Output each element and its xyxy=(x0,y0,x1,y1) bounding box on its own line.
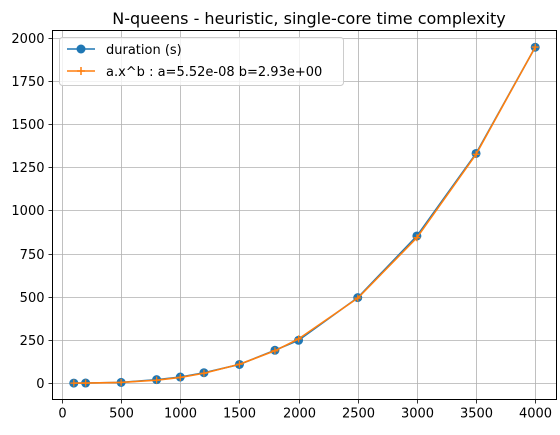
y-tick-label: 1500 xyxy=(11,118,44,133)
legend-marker-duration xyxy=(76,44,86,54)
x-tick-label: 2000 xyxy=(283,407,316,422)
y-tick-label: 1250 xyxy=(11,161,44,176)
legend-label-fit: a.x^b : a=5.52e-08 b=2.93e+00 xyxy=(106,65,322,80)
legend-box xyxy=(59,37,344,86)
fit-point xyxy=(413,234,421,242)
y-tick-label: 2000 xyxy=(11,32,44,47)
fit-point xyxy=(295,335,303,343)
fit-point xyxy=(70,379,78,387)
x-tick-label: 3500 xyxy=(460,407,493,422)
y-tick-label: 1750 xyxy=(11,75,44,90)
x-tick-label: 0 xyxy=(58,407,66,422)
plot-frame xyxy=(52,30,557,400)
y-axis: 0 250 500 750 1000 1250 1500 1750 2000 xyxy=(11,32,53,392)
x-tick-label: 2500 xyxy=(342,407,375,422)
x-tick-label: 1500 xyxy=(223,407,256,422)
fit-point xyxy=(153,376,161,384)
y-tick-label: 250 xyxy=(20,334,45,349)
y-tick-label: 0 xyxy=(36,377,44,392)
legend-label-duration: duration (s) xyxy=(106,43,182,58)
fit-point xyxy=(200,369,208,377)
fit-point xyxy=(354,294,362,302)
y-tick-label: 750 xyxy=(20,248,45,263)
fit-point xyxy=(472,150,480,158)
fit-point xyxy=(531,43,539,51)
legend: duration (s) a.x^b : a=5.52e-08 b=2.93e+… xyxy=(59,37,344,86)
fit-point xyxy=(235,360,243,368)
fit-point xyxy=(271,347,279,355)
x-tick-label: 1000 xyxy=(164,407,197,422)
y-tick-label: 500 xyxy=(20,291,45,306)
x-tick-label: 4000 xyxy=(519,407,552,422)
legend-marker-fit xyxy=(77,67,85,75)
x-tick-label: 3000 xyxy=(401,407,434,422)
chart-title: N-queens - heuristic, single-core time c… xyxy=(112,9,505,28)
fit-point xyxy=(176,373,184,381)
series-line-0 xyxy=(73,46,536,384)
fit-point xyxy=(82,379,90,387)
y-tick-label: 1000 xyxy=(11,204,44,219)
x-tick-label: 500 xyxy=(109,407,134,422)
fit-point xyxy=(117,378,125,386)
x-axis: 0 500 1000 1500 2000 2500 3000 3500 4000 xyxy=(58,399,552,422)
series-layer xyxy=(69,42,540,388)
series-line-1 xyxy=(73,46,536,384)
